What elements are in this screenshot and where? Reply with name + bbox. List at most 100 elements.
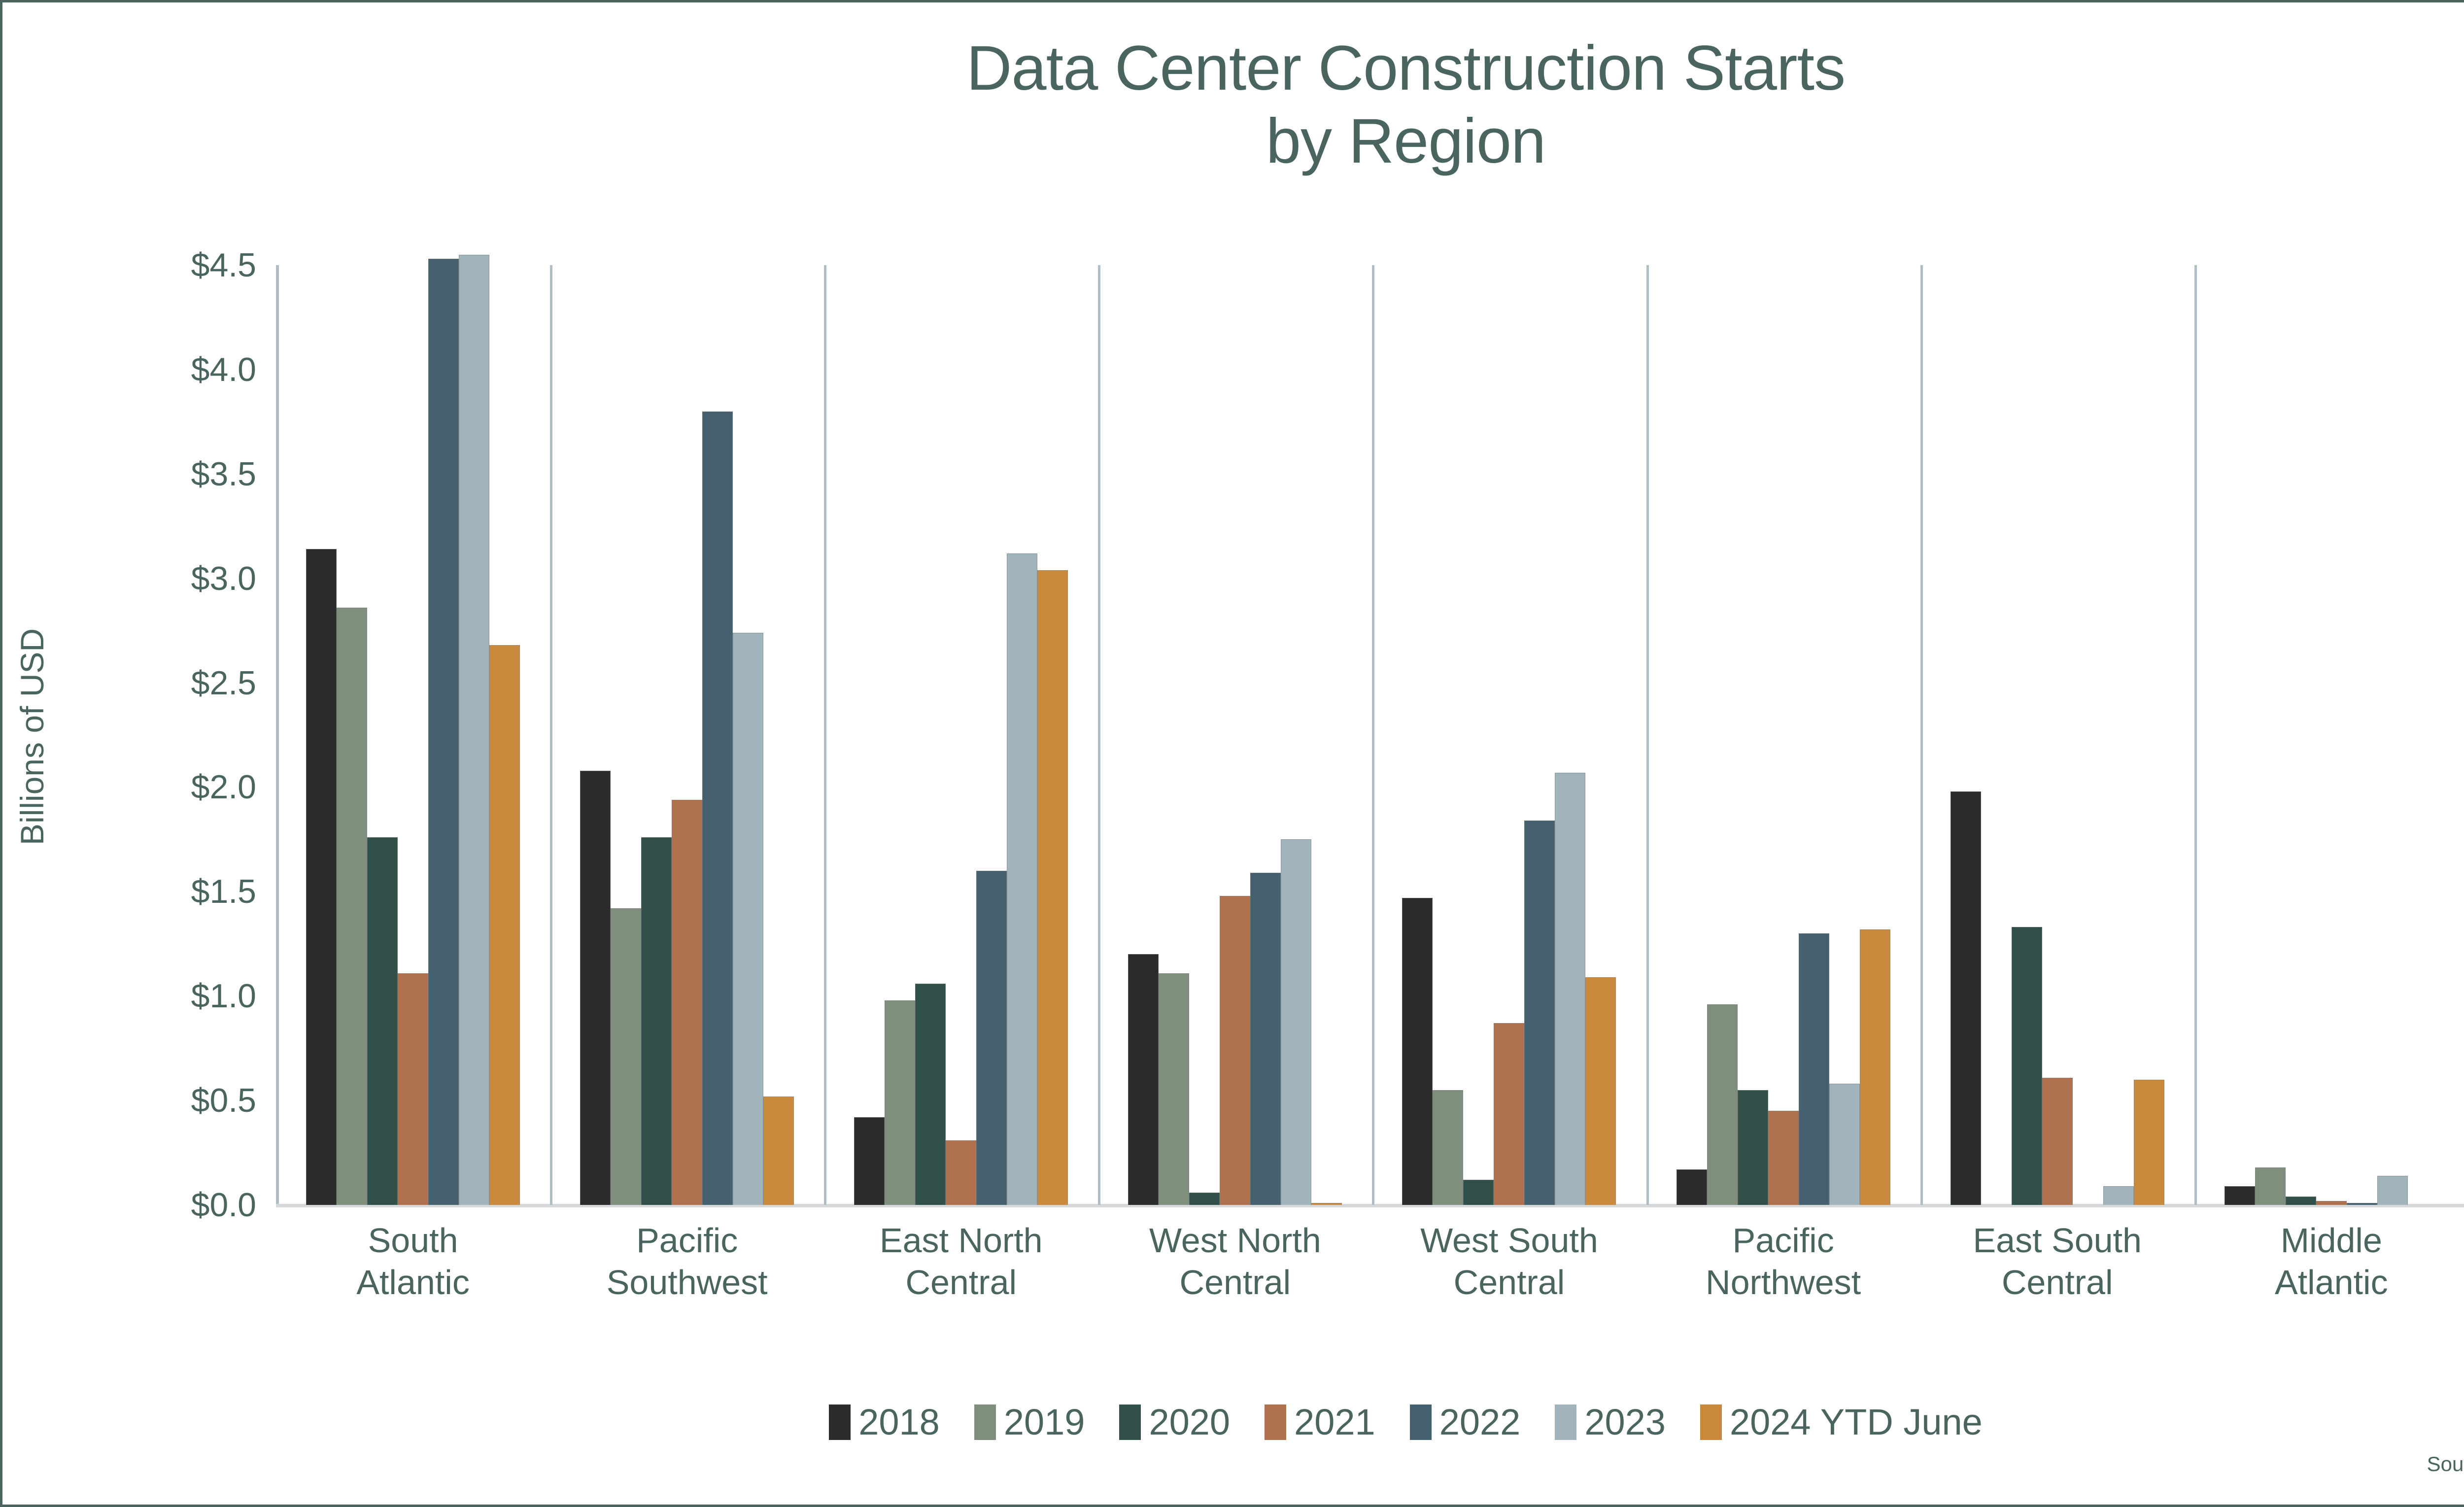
bar[interactable] <box>1463 1180 1494 1205</box>
y-axis-line <box>276 265 279 1205</box>
legend-item[interactable]: 2022 <box>1409 1401 1521 1443</box>
legend-swatch-icon <box>1119 1404 1141 1440</box>
bar[interactable] <box>1950 791 1981 1205</box>
bar[interactable] <box>1037 570 1068 1205</box>
bar[interactable] <box>580 770 611 1205</box>
bar[interactable] <box>763 1096 794 1205</box>
bar[interactable] <box>915 983 946 1205</box>
x-axis-category-label-line: West North <box>1149 1221 1321 1260</box>
bar[interactable] <box>306 549 337 1205</box>
bar[interactable] <box>2042 1077 2073 1205</box>
bar[interactable] <box>459 254 490 1205</box>
bar[interactable] <box>2377 1175 2408 1205</box>
bar[interactable] <box>1220 895 1251 1205</box>
bar[interactable] <box>1402 898 1433 1205</box>
bar[interactable] <box>428 259 459 1205</box>
bar[interactable] <box>702 411 733 1205</box>
bar[interactable] <box>1494 1023 1525 1205</box>
bar[interactable] <box>1676 1169 1707 1205</box>
legend-label: 2024 YTD June <box>1729 1402 1983 1442</box>
bar[interactable] <box>1798 933 1829 1205</box>
legend-item[interactable]: 2021 <box>1265 1401 1375 1443</box>
bar[interactable] <box>2316 1200 2347 1205</box>
bar-group <box>550 265 824 1205</box>
bar[interactable] <box>398 973 429 1205</box>
bar[interactable] <box>1737 1090 1768 1205</box>
x-axis-line <box>276 1204 2464 1207</box>
x-axis-category-label-line: Central <box>2001 1263 2113 1302</box>
bar[interactable] <box>337 608 368 1205</box>
bar[interactable] <box>2255 1167 2286 1205</box>
bar[interactable] <box>1555 772 1586 1205</box>
x-axis-category-label: South Atlantic <box>276 1220 550 1304</box>
x-axis-category-label: East North Central <box>824 1220 1098 1304</box>
bar[interactable] <box>1311 1202 1342 1205</box>
bar[interactable] <box>1189 1192 1220 1205</box>
bar[interactable] <box>733 632 764 1205</box>
bar[interactable] <box>885 1000 916 1205</box>
bar[interactable] <box>1859 929 1890 1205</box>
legend-item[interactable]: 2018 <box>829 1401 940 1443</box>
bar[interactable] <box>1281 839 1312 1205</box>
x-axis-category-label: Pacific Southwest <box>550 1220 824 1304</box>
category-separator-line <box>824 265 827 1205</box>
page-title: Data Center Construction Starts by Regio… <box>2 32 2464 178</box>
legend-swatch-icon <box>1555 1404 1577 1440</box>
y-axis-tick-label: $4.5 <box>191 246 256 284</box>
bar[interactable] <box>672 799 703 1205</box>
x-axis-category-label: East South Central <box>1920 1220 2194 1304</box>
bar[interactable] <box>641 837 672 1205</box>
legend-label: 2019 <box>1003 1402 1085 1442</box>
bar[interactable] <box>1159 973 1190 1205</box>
bar[interactable] <box>2133 1079 2164 1205</box>
bar[interactable] <box>1250 873 1281 1205</box>
y-axis-tick-label: $2.5 <box>191 664 256 702</box>
bar[interactable] <box>976 870 1007 1205</box>
bar[interactable] <box>1007 553 1038 1205</box>
x-axis-category-label-line: Central <box>905 1263 1017 1302</box>
x-axis-category-label: West South Central <box>1372 1220 1646 1304</box>
legend-label: 2021 <box>1294 1402 1375 1442</box>
bar[interactable] <box>946 1140 977 1205</box>
category-separator-line <box>1372 265 1375 1205</box>
bar[interactable] <box>2285 1197 2316 1205</box>
x-axis-category-label-line: East South <box>1973 1221 2142 1260</box>
legend-label: 2022 <box>1439 1402 1521 1442</box>
x-axis-category-label-line: Southwest <box>606 1263 768 1302</box>
legend-item[interactable]: 2020 <box>1119 1401 1230 1443</box>
legend-item[interactable]: 2023 <box>1555 1401 1666 1443</box>
bar[interactable] <box>2224 1186 2255 1205</box>
bar[interactable] <box>2103 1186 2134 1205</box>
bar[interactable] <box>1829 1084 1860 1205</box>
x-axis-category-label-line: Central <box>1453 1263 1565 1302</box>
bar-groups <box>276 254 2464 1205</box>
legend-item[interactable]: 2024 YTD June <box>1700 1401 1983 1443</box>
legend-item[interactable]: 2019 <box>974 1401 1085 1443</box>
bar[interactable] <box>367 837 398 1205</box>
bar-group <box>824 265 1098 1205</box>
chart-legend: 2018 2019 2020 2021 2022 2023 2024 YTD June <box>2 1401 2464 1443</box>
y-axis-tick-labels: $4.5 $4.0 $3.5 $3.0 $2.5 $2.0 $1.5 $1.0 $0.5 $0.0 <box>2 246 271 1224</box>
bar[interactable] <box>2346 1202 2377 1205</box>
bar[interactable] <box>1768 1111 1799 1205</box>
bar[interactable] <box>1433 1090 1464 1205</box>
plot-area <box>276 254 2464 1207</box>
bar-group <box>1098 265 1372 1205</box>
bar[interactable] <box>1524 821 1555 1205</box>
bar-group <box>1920 265 2194 1205</box>
bar[interactable] <box>1707 1004 1738 1205</box>
legend-label: 2020 <box>1149 1402 1231 1442</box>
bar[interactable] <box>1585 977 1616 1205</box>
bar[interactable] <box>2011 927 2042 1205</box>
y-axis-tick-label: $3.5 <box>191 455 256 493</box>
bar[interactable] <box>1128 954 1159 1205</box>
bar-group <box>1372 265 1646 1205</box>
category-separator-line <box>1646 265 1649 1205</box>
legend-swatch-icon <box>1265 1404 1287 1440</box>
category-separator-line <box>550 265 553 1205</box>
bar[interactable] <box>611 908 642 1205</box>
x-axis-category-label-line: Atlantic <box>2275 1263 2388 1302</box>
bar[interactable] <box>854 1117 885 1205</box>
bar[interactable] <box>489 645 520 1205</box>
